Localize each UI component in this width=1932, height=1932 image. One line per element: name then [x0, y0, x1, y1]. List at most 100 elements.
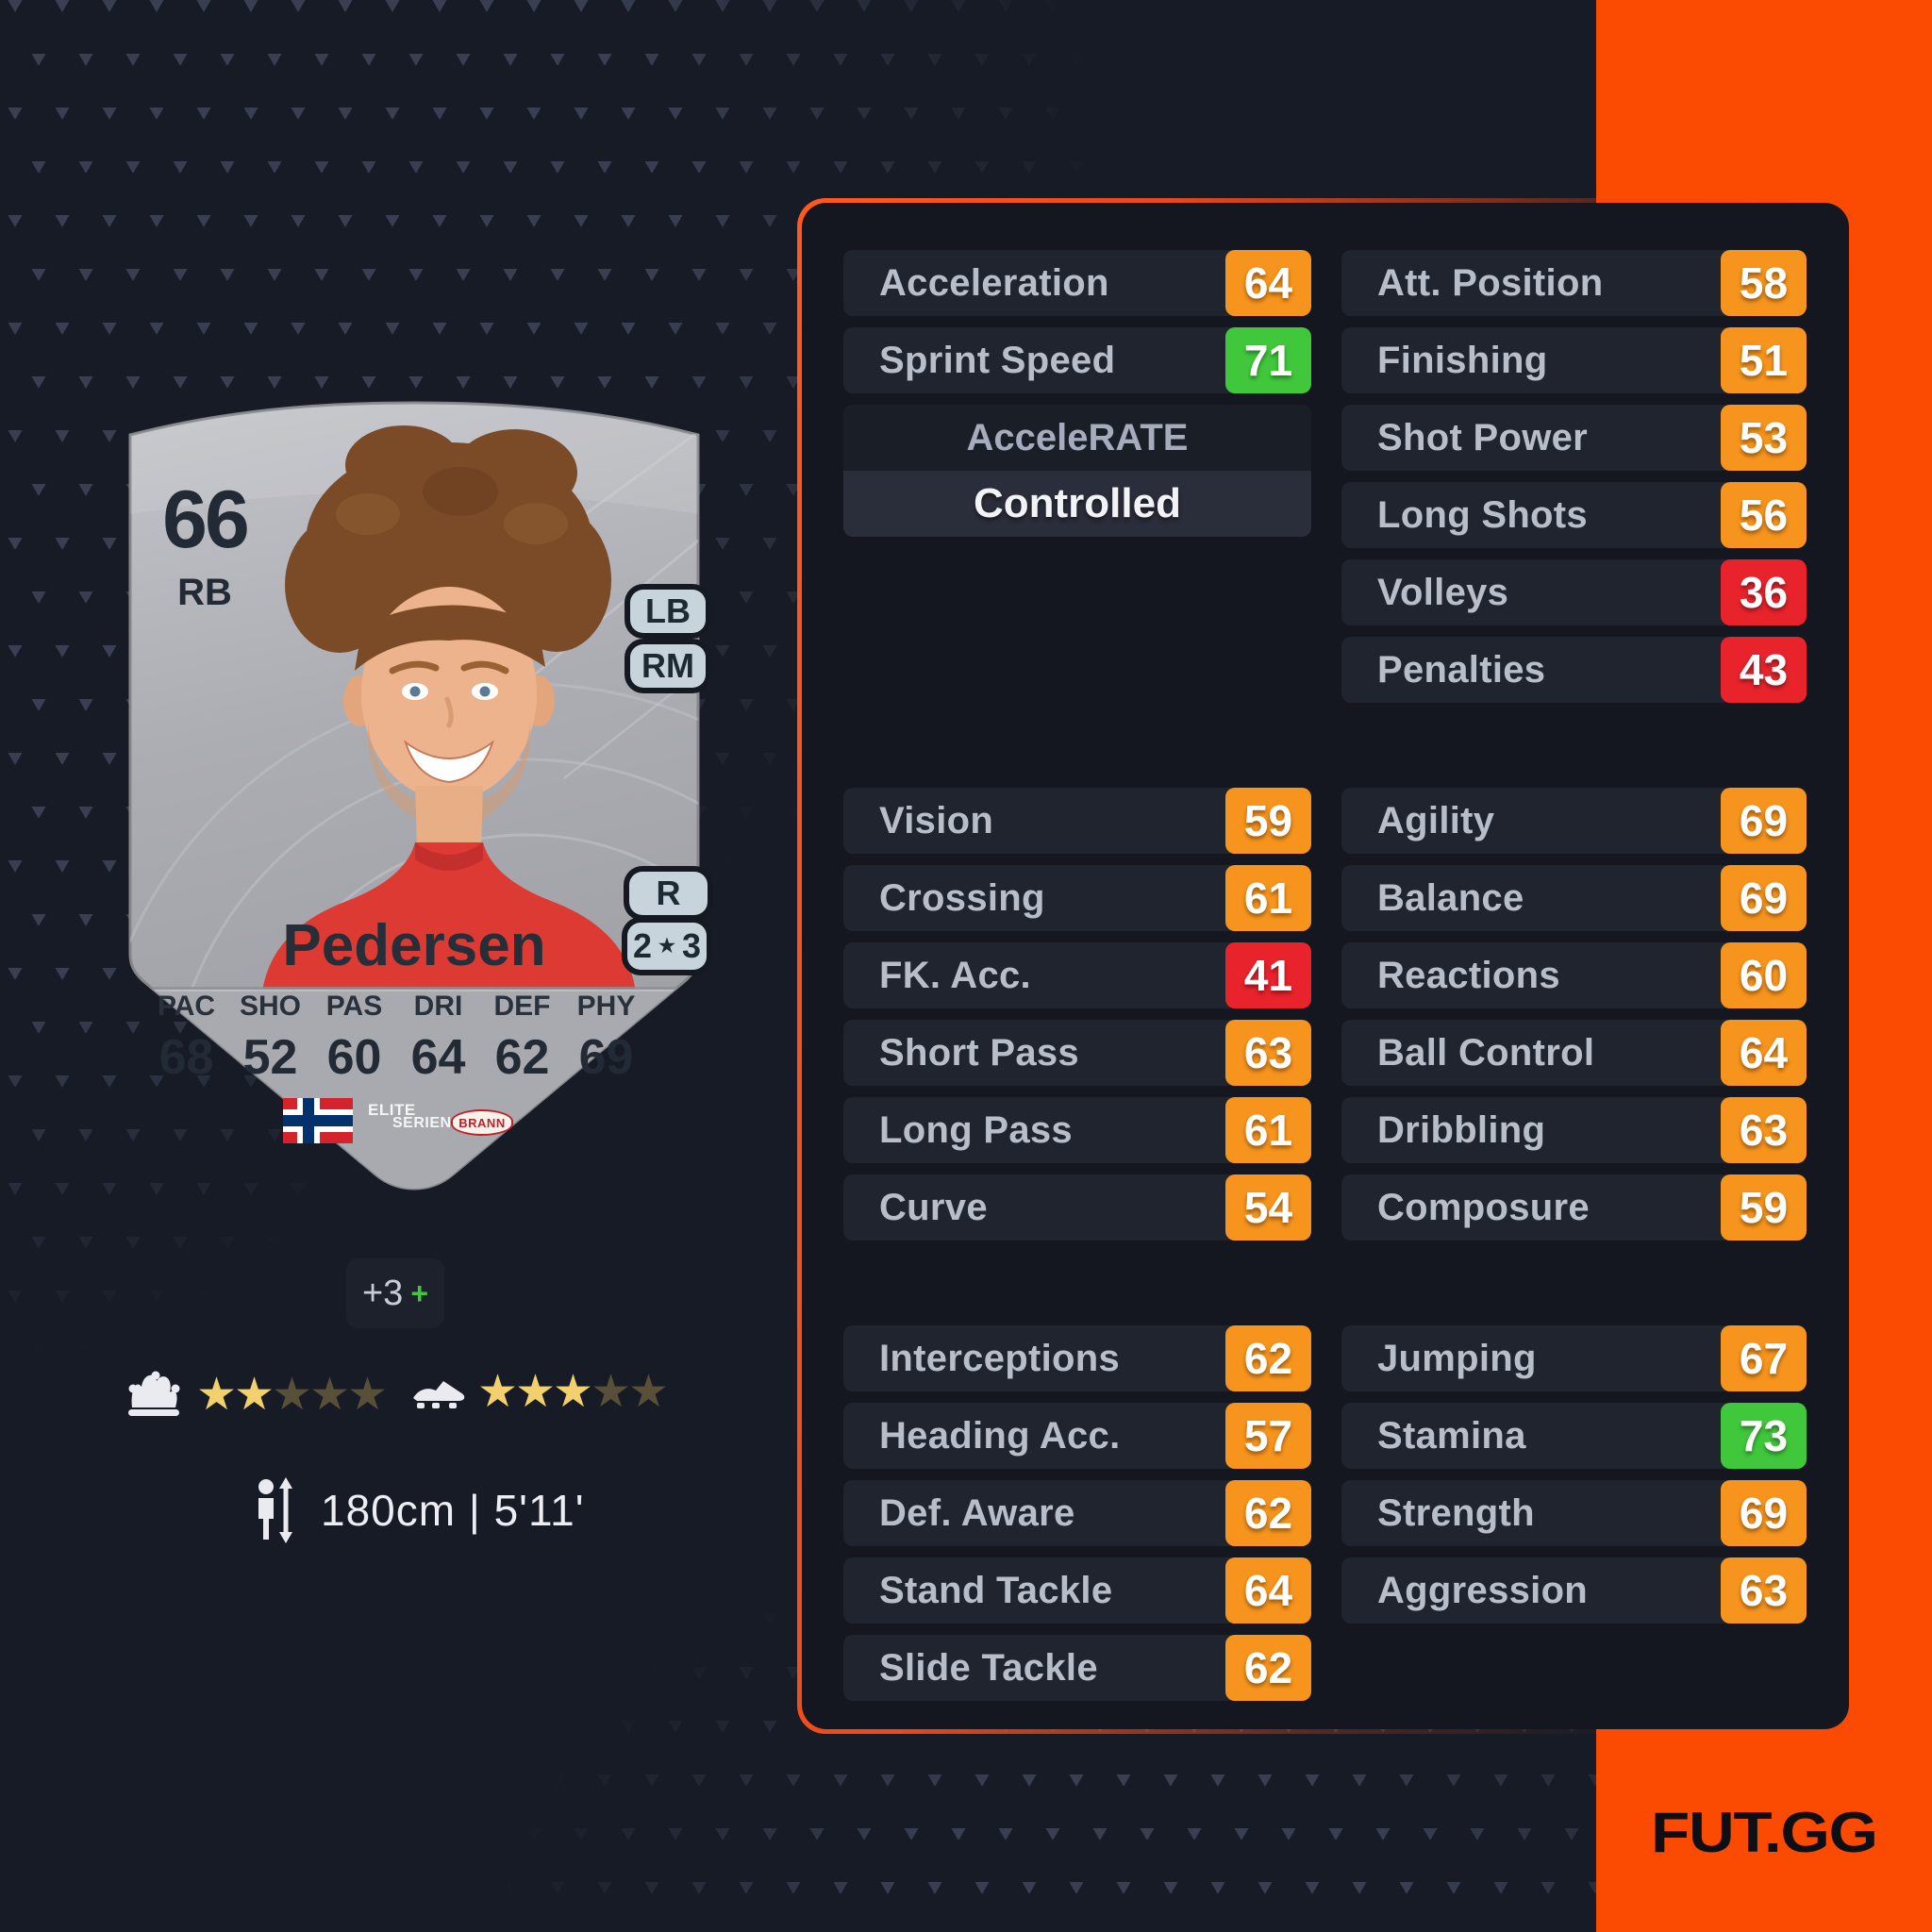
stat-value-badge: 71	[1225, 327, 1311, 393]
stat-value-badge: 62	[1225, 1325, 1311, 1391]
skill-weakfoot-badge: 2 ★ 3	[627, 923, 707, 970]
stat-value-badge: 53	[1721, 405, 1807, 471]
stat-label: Long Shots	[1377, 493, 1588, 536]
face-stat-value: 64	[410, 1030, 466, 1085]
stat-label: Ball Control	[1377, 1031, 1595, 1074]
player-card	[121, 401, 708, 1198]
stat-row-heading-acc: Heading Acc. 57	[843, 1403, 1311, 1469]
face-stat-dri: DRI 64	[396, 991, 480, 1085]
height-value: 180cm | 5'11'	[321, 1486, 585, 1535]
face-stat-value: 60	[326, 1030, 382, 1085]
card-shield-graphic	[128, 401, 700, 1191]
stat-label: FK. Acc.	[879, 954, 1031, 996]
skill-moves-rating: ★ ★ ★ ★ ★	[121, 1370, 389, 1421]
stat-value-badge: 43	[1721, 637, 1807, 703]
stat-label: Aggression	[1377, 1569, 1589, 1611]
stat-label: Shot Power	[1377, 416, 1589, 458]
stat-row-long-pass: Long Pass 61	[843, 1097, 1311, 1163]
star-icon: ★	[515, 1367, 557, 1417]
league-text-line2: SERIEN	[392, 1115, 452, 1131]
stat-label: Sprint Speed	[879, 339, 1116, 381]
stat-row-long-shots: Long Shots 56	[1341, 482, 1807, 548]
star-separator-icon: ★	[658, 936, 675, 957]
stat-value-badge: 57	[1225, 1403, 1311, 1469]
face-stat-value: 68	[158, 1030, 214, 1085]
skill-moves-icon	[121, 1370, 189, 1421]
stat-row-sprint-speed: Sprint Speed 71	[843, 327, 1311, 393]
star-icon: ★	[347, 1370, 389, 1420]
skill-moves-count: 2	[633, 926, 653, 965]
boost-value: +3	[361, 1273, 404, 1313]
stat-value-badge: 63	[1225, 1020, 1311, 1086]
section-spacer	[843, 1252, 1311, 1325]
stat-row-reactions: Reactions 60	[1341, 942, 1807, 1008]
skill-moves-stars: ★ ★ ★ ★ ★	[196, 1370, 389, 1420]
stat-row-acceleration: Acceleration 64	[843, 250, 1311, 316]
accelerate-value: Controlled	[843, 471, 1311, 537]
stat-row-stand-tackle: Stand Tackle 64	[843, 1557, 1311, 1624]
face-stat-phy: PHY 69	[564, 991, 648, 1083]
card-overall-rating: 66	[162, 475, 250, 565]
stat-value-badge: 63	[1721, 1097, 1807, 1163]
accelerate-label: AcceleRATE	[843, 405, 1311, 471]
face-stat-label: PAS	[325, 991, 383, 1022]
evolution-boost-badge: +3 +	[346, 1258, 444, 1328]
player-portrait	[262, 425, 636, 991]
face-stat-pac: PAC 68	[144, 992, 228, 1085]
card-position: RB	[177, 572, 232, 613]
alt-position-badge-lb: LB	[630, 590, 706, 633]
face-stat-pas: PAS 60	[312, 991, 396, 1085]
face-stat-sho: SHO 52	[228, 992, 312, 1083]
stat-row-agility: Agility 69	[1341, 788, 1807, 854]
face-stat-label: PHY	[576, 991, 636, 1022]
height-icon	[258, 1477, 292, 1543]
face-stat-label: DEF	[493, 991, 551, 1022]
stat-value-badge: 61	[1225, 865, 1311, 931]
stat-row-balance: Balance 69	[1341, 865, 1807, 931]
stat-row-slide-tackle: Slide Tackle 62	[843, 1635, 1311, 1701]
stat-value-badge: 69	[1721, 1480, 1807, 1546]
stat-value-badge: 51	[1721, 327, 1807, 393]
eliteserien-league-icon: ELITE SERIEN	[368, 1102, 452, 1131]
stat-value-badge: 73	[1721, 1403, 1807, 1469]
stat-value-badge: 64	[1225, 250, 1311, 316]
stat-row-strength: Strength 69	[1341, 1480, 1807, 1546]
stat-label: Stamina	[1377, 1414, 1526, 1457]
stat-label: Composure	[1377, 1186, 1590, 1228]
stat-row-curve: Curve 54	[843, 1174, 1311, 1241]
stat-value-badge: 62	[1225, 1635, 1311, 1701]
star-icon: ★	[477, 1367, 519, 1417]
plus-icon: +	[410, 1275, 428, 1310]
stat-row-aggression: Aggression 63	[1341, 1557, 1807, 1624]
star-icon: ★	[272, 1370, 313, 1420]
stat-row-vision: Vision 59	[843, 788, 1311, 854]
stat-label: Vision	[879, 799, 994, 841]
face-stat-label: DRI	[413, 991, 463, 1022]
stat-value-badge: 63	[1721, 1557, 1807, 1624]
stat-label: Agility	[1377, 799, 1495, 841]
stat-row-penalties: Penalties 43	[1341, 637, 1807, 703]
stat-row-stamina: Stamina 73	[1341, 1403, 1807, 1469]
brann-club-icon: BRANN	[451, 1109, 513, 1136]
stat-value-badge: 69	[1721, 788, 1807, 854]
stat-label: Jumping	[1377, 1337, 1537, 1379]
weak-foot-count: 3	[681, 926, 701, 965]
stat-row-ball-control: Ball Control 64	[1341, 1020, 1807, 1086]
star-icon: ★	[628, 1367, 670, 1417]
stat-value-badge: 54	[1225, 1174, 1311, 1241]
stat-value-badge: 60	[1721, 942, 1807, 1008]
norway-flag-icon	[283, 1098, 353, 1143]
stat-value-badge: 64	[1721, 1020, 1807, 1086]
stats-panel: Acceleration 64 Sprint Speed 71 AcceleRA…	[802, 203, 1849, 1729]
stats-panel-frame: Acceleration 64 Sprint Speed 71 AcceleRA…	[797, 198, 1854, 1734]
stat-row-volleys: Volleys 36	[1341, 559, 1807, 625]
stat-label: Dribbling	[1377, 1108, 1546, 1151]
stat-label: Def. Aware	[879, 1491, 1075, 1534]
stat-label: Reactions	[1377, 954, 1560, 996]
stat-row-short-pass: Short Pass 63	[843, 1020, 1311, 1086]
stat-label: Heading Acc.	[879, 1414, 1121, 1457]
stat-row-fk-acc: FK. Acc. 41	[843, 942, 1311, 1008]
stat-value-badge: 69	[1721, 865, 1807, 931]
weak-foot-icon	[408, 1372, 474, 1413]
